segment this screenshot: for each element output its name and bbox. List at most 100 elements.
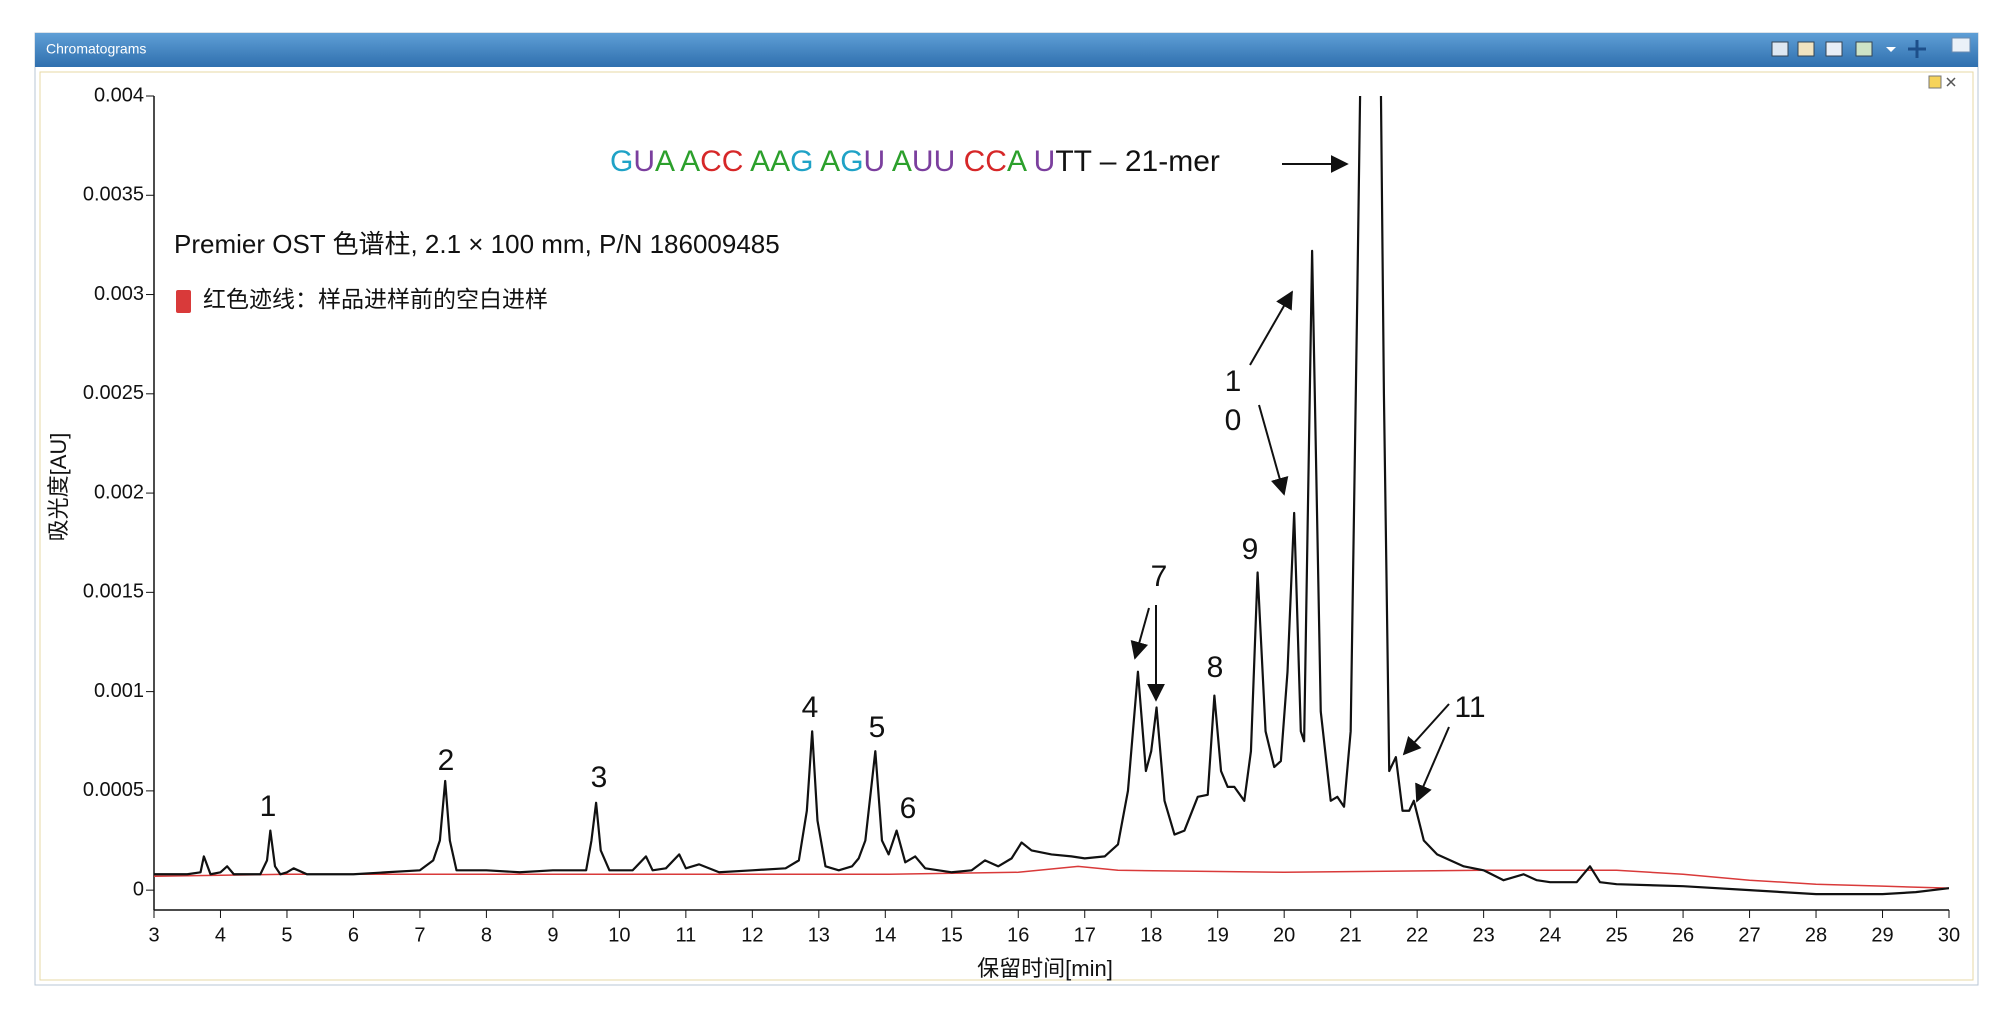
y-tick-label: 0.003 [94,283,144,305]
sequence-char [743,145,750,178]
peak-label: 2 [438,744,455,777]
sequence-char [885,145,892,178]
tool-icon[interactable] [1771,41,1789,57]
sequence-char: U [633,145,655,178]
x-tick-label: 3 [148,924,159,946]
sequence-char: m [1168,145,1193,178]
x-tick-label: 22 [1406,924,1428,946]
arrow [1249,290,1293,366]
sequence-char: - [1158,145,1168,178]
toolbar[interactable] [1771,37,1971,58]
close-icon[interactable] [1946,77,1956,87]
sequence-char: – [1100,145,1117,178]
sequence-char: G [610,145,633,178]
x-tick-label: 9 [547,924,558,946]
y-tick-label: 0.0025 [83,382,144,404]
restore-icon[interactable] [1951,37,1971,53]
sequence-char: U [1034,145,1056,178]
x-tick-label: 6 [348,924,359,946]
sequence-char [1025,145,1033,178]
y-tick-label: 0 [133,878,144,900]
sequence-char: 1 [1142,145,1159,178]
tool-icon[interactable] [1855,41,1873,57]
arrow [1402,703,1450,756]
x-tick-label: 29 [1871,924,1893,946]
peak-label: 6 [900,792,917,825]
x-tick-label: 15 [941,924,963,946]
x-tick-label: 19 [1207,924,1229,946]
x-tick-label: 14 [874,924,896,946]
move-icon[interactable] [1908,40,1926,58]
sequence-char: A [750,145,770,178]
sequence-char: C [964,145,986,178]
peak-label: 3 [591,761,608,794]
x-tick-label: 23 [1473,924,1495,946]
x-tick-label: 16 [1007,924,1029,946]
y-axis-label: 吸光度[AU] [46,433,71,542]
x-axis-label: 保留时间[min] [977,956,1113,981]
sequence-char [813,145,820,178]
sequence-char: U [864,145,886,178]
pin-icon[interactable] [1928,75,1942,89]
sequence-char: A [820,145,840,178]
window-frame [34,32,1979,986]
trace-line [154,865,1949,889]
peak-label: 9 [1242,533,1259,566]
y-tick-label: 0.002 [94,481,144,503]
x-tick-label: 13 [808,924,830,946]
sequence-char: T [1055,145,1073,178]
sequence-char [673,145,680,178]
x-tick-label: 27 [1738,924,1760,946]
x-tick-label: 21 [1340,924,1362,946]
trace-line [154,96,1949,896]
sequence-char: G [840,145,863,178]
legend-swatch [176,290,191,313]
legend-label: 红色迹线：样品进样前的空白进样 [203,286,548,312]
sequence-char [1091,145,1099,178]
x-tick-label: 26 [1672,924,1694,946]
x-tick-label: 4 [215,924,226,946]
x-tick-label: 18 [1140,924,1162,946]
sequence-char: C [700,145,722,178]
tool-icon[interactable] [1797,41,1815,57]
x-tick-label: 25 [1605,924,1627,946]
sequence-char: U [934,145,956,178]
y-tick-label: 0.0005 [83,779,144,801]
peak-label: 4 [802,691,819,724]
arrow [1415,726,1450,803]
x-tick-label: 17 [1074,924,1096,946]
x-tick-label: 8 [481,924,492,946]
sequence-char: T [1074,145,1092,178]
y-tick-label: 0.004 [94,84,144,106]
sequence-char: C [722,145,744,178]
sequence-char: A [892,145,912,178]
arrows [1130,155,1450,803]
dropdown-icon[interactable] [1886,47,1896,52]
x-tick-label: 10 [608,924,630,946]
sequence-char: e [1193,145,1210,178]
window-title: Chromatograms [46,41,146,57]
x-tick-label: 11 [675,924,696,946]
x-tick-label: 24 [1539,924,1561,946]
sequence-char: A [1007,145,1027,178]
arrow [1258,404,1289,496]
peak-label: 11 [1454,691,1485,724]
arrow [1130,607,1150,660]
plot-frame [39,71,1974,981]
sequence-char: U [912,145,934,178]
title-bar [35,33,1978,67]
peak-label: 7 [1151,560,1168,593]
x-tick-label: 12 [741,924,763,946]
y-tick-label: 0.001 [94,680,144,702]
sequence-char: A [655,145,675,178]
x-tick-label: 30 [1938,924,1960,946]
peak-label: 5 [869,711,886,744]
y-tick-label: 0.0015 [83,581,144,603]
sequence-char: C [985,145,1007,178]
sequence-char: A [680,145,700,178]
tool-icon[interactable] [1825,41,1843,57]
sequence-char: r [1210,145,1220,178]
x-tick-label: 5 [281,924,292,946]
